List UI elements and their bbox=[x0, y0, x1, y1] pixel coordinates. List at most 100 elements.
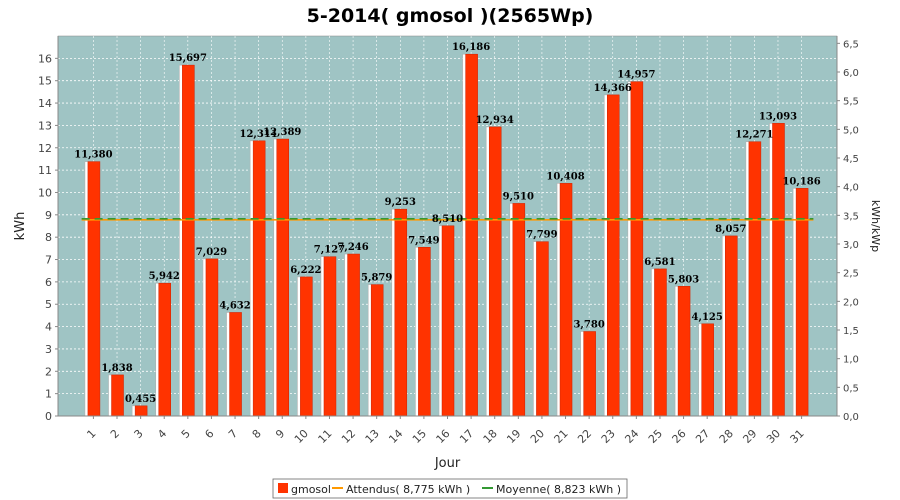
bars bbox=[84, 53, 809, 417]
value-label: 10,186 bbox=[782, 176, 820, 187]
value-label: 16,186 bbox=[452, 42, 490, 53]
x-tick-label: 20 bbox=[528, 427, 547, 446]
value-label: 14,957 bbox=[617, 70, 655, 81]
x-tick-label: 24 bbox=[622, 427, 641, 446]
bar bbox=[795, 188, 809, 417]
x-tick-label: 29 bbox=[740, 427, 759, 446]
y-tick-label: 9 bbox=[45, 209, 52, 222]
bar bbox=[677, 286, 691, 417]
x-tick-label: 26 bbox=[670, 427, 689, 446]
x-tick-label: 10 bbox=[292, 427, 311, 446]
bar bbox=[276, 138, 290, 417]
y-right-tick-label: 2,0 bbox=[843, 297, 859, 308]
bar bbox=[87, 161, 101, 417]
bar bbox=[772, 123, 785, 417]
x-tick-label: 27 bbox=[693, 427, 712, 446]
bar bbox=[512, 203, 526, 417]
y-right-tick-label: 4,0 bbox=[843, 183, 859, 194]
x-tick-label: 7 bbox=[226, 427, 240, 441]
y-tick-label: 4 bbox=[45, 321, 52, 334]
x-tick-label: 15 bbox=[410, 427, 429, 446]
legend-label-gmosol: gmosol bbox=[291, 483, 331, 496]
y-tick-label: 0 bbox=[45, 410, 52, 423]
value-label: 9,253 bbox=[385, 197, 416, 208]
chart-title: 5-2014( gmosol )(2565Wp) bbox=[307, 5, 594, 27]
bar bbox=[465, 53, 478, 417]
y-right-tick-label: 3,5 bbox=[843, 211, 859, 222]
value-label: 5,879 bbox=[361, 273, 392, 284]
y-tick-label: 7 bbox=[45, 254, 52, 267]
y-axis-right-label: kWh/kWp bbox=[869, 200, 882, 252]
bar bbox=[701, 323, 714, 417]
value-label: 13,093 bbox=[759, 111, 797, 122]
y-tick-label: 14 bbox=[38, 97, 52, 110]
bar bbox=[394, 208, 408, 417]
reference-lines bbox=[81, 217, 814, 221]
y-tick-label: 6 bbox=[45, 276, 52, 289]
value-label: 4,125 bbox=[692, 312, 723, 323]
x-tick-label: 31 bbox=[788, 427, 807, 446]
y-right-tick-label: 1,0 bbox=[843, 355, 859, 366]
y-right-tick-label: 3,0 bbox=[843, 240, 859, 251]
value-label: 12,389 bbox=[263, 127, 301, 138]
bar bbox=[441, 225, 455, 417]
value-label: 6,222 bbox=[290, 265, 321, 276]
y-right-tick-label: 4,5 bbox=[843, 154, 859, 165]
bar bbox=[205, 258, 219, 417]
bar bbox=[583, 331, 596, 417]
value-label: 7,549 bbox=[408, 235, 439, 246]
value-label: 7,799 bbox=[526, 230, 557, 241]
value-label: 1,838 bbox=[101, 363, 132, 374]
bar bbox=[300, 276, 313, 417]
y-tick-label: 12 bbox=[38, 142, 52, 155]
value-label: 8,057 bbox=[715, 224, 746, 235]
x-tick-label: 16 bbox=[434, 427, 453, 446]
value-label: 11,380 bbox=[74, 150, 112, 161]
bar bbox=[606, 94, 620, 417]
value-label: 6,581 bbox=[644, 257, 675, 268]
x-tick-label: 9 bbox=[273, 427, 287, 441]
value-label: 14,366 bbox=[594, 83, 632, 94]
x-tick-label: 13 bbox=[363, 427, 382, 446]
y-right-tick-label: 5,5 bbox=[843, 97, 859, 108]
value-label: 5,803 bbox=[668, 274, 699, 285]
bar bbox=[748, 141, 762, 417]
y-right-tick-label: 2,5 bbox=[843, 269, 859, 280]
x-tick-label: 14 bbox=[386, 427, 405, 446]
x-tick-label: 5 bbox=[179, 427, 193, 441]
legend: gmosol Attendus( 8,775 kWh ) Moyenne( 8,… bbox=[272, 478, 628, 499]
x-tick-label: 17 bbox=[457, 427, 476, 446]
value-label: 8,510 bbox=[432, 214, 463, 225]
x-tick-label: 8 bbox=[250, 427, 264, 441]
legend-box bbox=[272, 478, 628, 499]
bar bbox=[323, 256, 337, 417]
value-label: 12,271 bbox=[735, 130, 773, 141]
y-tick-label: 16 bbox=[38, 52, 52, 65]
x-tick-label: 4 bbox=[155, 427, 169, 441]
value-label: 0,455 bbox=[125, 394, 156, 405]
x-tick-label: 23 bbox=[599, 427, 618, 446]
bar bbox=[654, 268, 667, 417]
y-right-tick-label: 5,0 bbox=[843, 125, 859, 136]
value-label: 12,934 bbox=[476, 115, 514, 126]
y-right-tick-label: 0,5 bbox=[843, 383, 859, 394]
x-tick-label: 21 bbox=[552, 427, 571, 446]
value-label: 4,632 bbox=[219, 300, 250, 311]
x-tick-label: 12 bbox=[339, 427, 358, 446]
x-axis-label: Jour bbox=[434, 456, 461, 471]
bar bbox=[418, 247, 431, 417]
bar bbox=[488, 126, 502, 417]
bar bbox=[630, 81, 644, 417]
x-tick-label: 3 bbox=[132, 427, 146, 441]
bar bbox=[111, 374, 124, 417]
y-axis-label: kWh bbox=[13, 212, 28, 241]
y-tick-label: 8 bbox=[45, 231, 52, 244]
bar bbox=[252, 140, 266, 417]
y-tick-label: 10 bbox=[38, 186, 52, 199]
bar bbox=[182, 64, 195, 417]
legend-swatch-gmosol bbox=[278, 483, 288, 493]
y-tick-label: 5 bbox=[45, 298, 52, 311]
value-labels: 11,380 1,838 0,455 5,942 15,697 7,029 4,632 12,… bbox=[74, 42, 820, 405]
